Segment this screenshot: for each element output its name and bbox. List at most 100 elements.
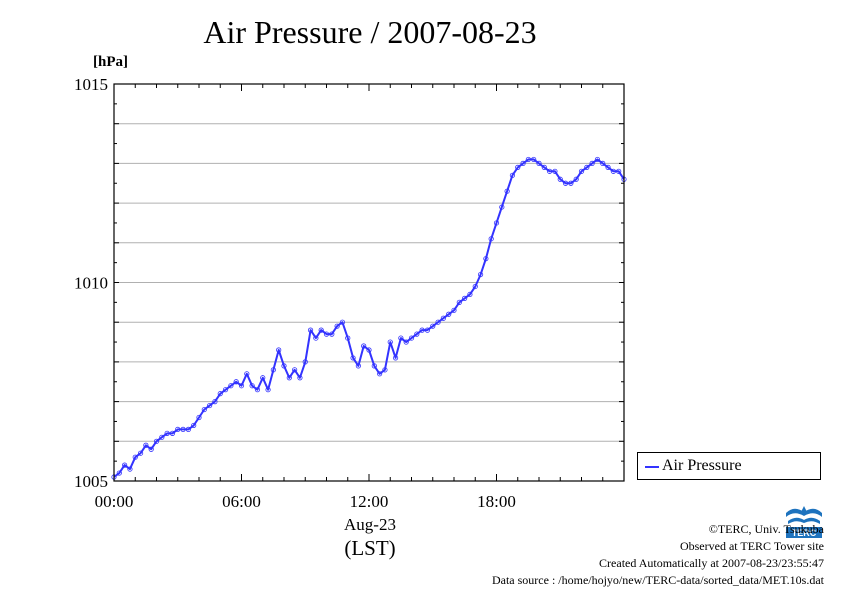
data-point (355, 363, 361, 369)
data-point (451, 307, 457, 313)
data-point (472, 283, 478, 290)
data-point (477, 271, 484, 278)
data-point (520, 160, 526, 166)
data-point (148, 446, 154, 452)
data-point (541, 164, 547, 170)
data-point (589, 160, 595, 166)
footer-source: Data source : /home/hojyo/new/TERC-data/… (491, 573, 824, 587)
data-point (366, 347, 372, 353)
data-point (488, 236, 494, 242)
x-axis-sublabel: (LST) (344, 536, 395, 560)
data-point (536, 160, 542, 166)
data-point (467, 291, 473, 298)
x-tick-label: 12:00 (350, 492, 389, 511)
data-point (323, 331, 330, 337)
data-point (504, 188, 510, 194)
data-point (456, 299, 462, 305)
data-point (616, 168, 622, 174)
data-point (307, 327, 314, 333)
data-point (127, 466, 133, 472)
data-point (159, 434, 165, 440)
data-point (318, 327, 324, 333)
data-point (361, 343, 367, 349)
data-point (408, 335, 415, 341)
data-point (568, 180, 574, 186)
y-tick-label: 1015 (74, 75, 108, 94)
data-point (302, 359, 308, 365)
footer-created: Created Automatically at 2007-08-23/23:5… (599, 556, 824, 570)
data-point (212, 398, 218, 405)
x-axis-label: Aug-23 (344, 515, 396, 534)
data-point (276, 347, 282, 353)
data-point (493, 220, 500, 226)
legend-swatch (645, 466, 659, 468)
data-point (313, 335, 319, 341)
data-point (414, 331, 420, 337)
data-point (265, 387, 271, 393)
data-point (594, 156, 601, 163)
series-line (113, 158, 625, 478)
data-point (132, 454, 138, 460)
y-axis-unit: [hPa] (93, 54, 128, 70)
data-point (515, 164, 521, 170)
terc-logo-icon: TERC (784, 503, 824, 539)
data-point (371, 363, 377, 369)
data-point (249, 383, 255, 389)
footer-copyright: ©TERC, Univ. Tsukuba (708, 522, 824, 536)
data-point (419, 327, 425, 333)
data-point (122, 462, 128, 468)
data-point (260, 375, 266, 381)
data-point (578, 168, 585, 174)
data-point (562, 180, 569, 186)
data-point (191, 422, 197, 429)
data-point (228, 383, 234, 389)
series-layer (111, 156, 627, 480)
data-point (180, 426, 186, 432)
axis-labels: 1005 1010 1015 00:00 06:00 12:00 18:00 (74, 75, 516, 511)
data-point (339, 319, 346, 325)
data-point (329, 331, 335, 337)
data-point (334, 323, 340, 329)
data-point (605, 164, 611, 170)
data-point (350, 355, 356, 361)
data-point (233, 379, 239, 385)
x-tick-label: 06:00 (222, 492, 261, 511)
data-point (281, 363, 287, 369)
data-point (185, 426, 191, 432)
data-point (430, 323, 436, 329)
data-point (217, 391, 223, 397)
data-point (345, 335, 351, 341)
data-point (244, 371, 250, 377)
data-point (531, 156, 537, 163)
data-point (297, 375, 303, 381)
data-point (270, 367, 276, 373)
data-point (462, 295, 468, 301)
plot-frame (113, 83, 625, 482)
data-point (377, 371, 383, 377)
chart-title: Air Pressure / 2007-08-23 (203, 14, 537, 50)
data-point (424, 327, 431, 333)
footer-credits: ©TERC, Univ. Tsukuba Observed at TERC To… (492, 521, 824, 589)
data-point (175, 426, 181, 432)
data-point (446, 311, 452, 317)
data-point (573, 176, 579, 182)
legend: Air Pressure (637, 452, 821, 480)
y-tick-label: 1010 (74, 274, 108, 293)
data-point (509, 172, 516, 178)
data-point (547, 168, 553, 174)
data-point (435, 319, 441, 325)
data-point (153, 438, 160, 444)
data-point (398, 335, 404, 341)
footer-site: Observed at TERC Tower site (679, 539, 824, 553)
data-point (222, 387, 229, 393)
logo-text: TERC (792, 528, 817, 538)
data-point (382, 367, 388, 373)
data-point (610, 168, 616, 174)
data-point (164, 430, 170, 436)
data-point (292, 367, 298, 373)
data-point (387, 339, 393, 345)
data-point (600, 160, 606, 166)
data-point (143, 442, 149, 448)
data-point (207, 402, 213, 409)
